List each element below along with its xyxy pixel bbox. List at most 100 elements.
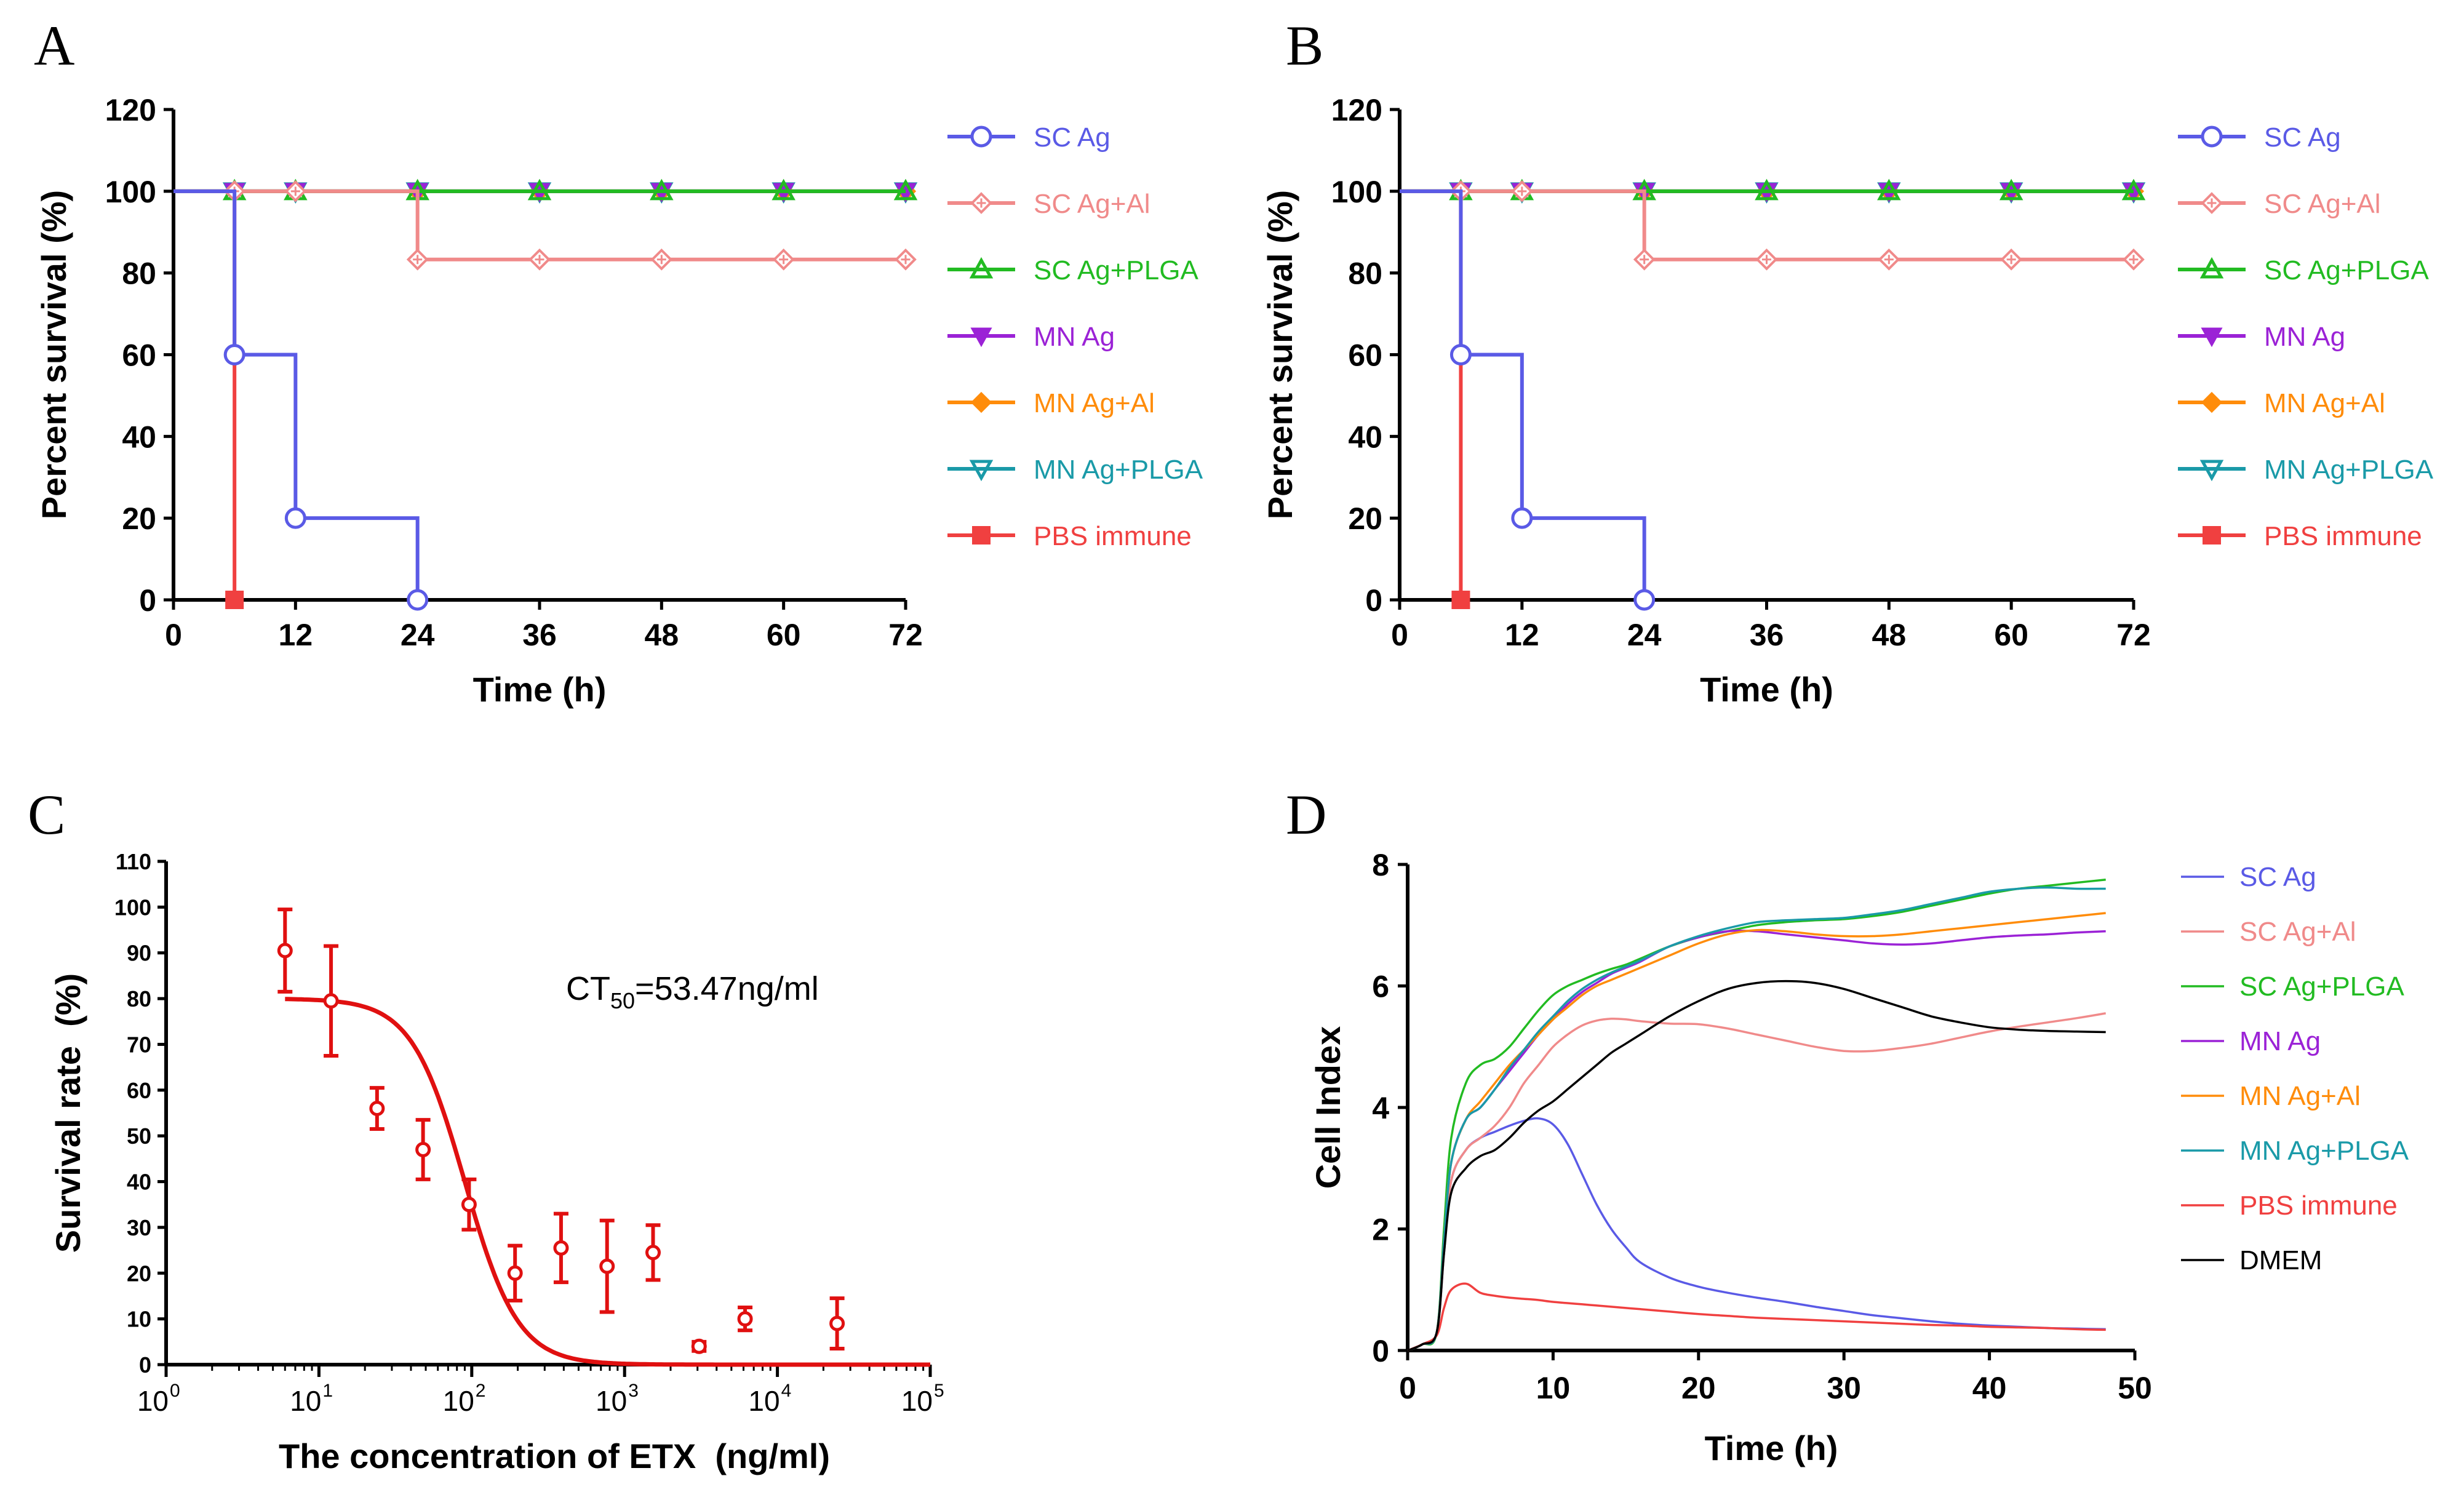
- data-point: [691, 1338, 707, 1354]
- x-tick-label: 30: [1827, 1371, 1861, 1405]
- legend-item: SC Ag: [2181, 862, 2316, 892]
- x-tick-label: 10: [1536, 1371, 1571, 1405]
- y-tick-label: 50: [127, 1123, 151, 1149]
- legend-item: SC Ag+PLGA: [2181, 971, 2404, 1002]
- fit-curve: [285, 997, 930, 1367]
- data-marker-cross: [2129, 255, 2139, 265]
- y-tick-label: 6: [1372, 970, 1389, 1004]
- y-tick-label: 110: [116, 849, 151, 874]
- point-marker: [323, 993, 339, 1009]
- ct50-annotation: CT50=53.47ng/ml: [566, 970, 819, 1013]
- y-tick-label: 2: [1372, 1213, 1389, 1247]
- survival-line: [1400, 189, 1463, 600]
- y-tick-label: 0: [1365, 583, 1382, 618]
- y-axis-title: Cell Index: [1309, 1026, 1347, 1189]
- data-point: [507, 1243, 523, 1303]
- y-tick-label: 40: [1348, 420, 1382, 454]
- legend-item: SC Ag: [2178, 122, 2341, 153]
- data-marker: [1449, 344, 1472, 365]
- panel-a-letter: A: [34, 14, 74, 77]
- survival-line: [1400, 189, 1646, 600]
- legend-label: MN Ag+Al: [1034, 388, 1155, 418]
- legend-label: MN Ag+Al: [2239, 1081, 2361, 1111]
- data-marker: [1877, 178, 1901, 201]
- x-tick-label: 24: [401, 618, 435, 652]
- legend-label: SC Ag+Al: [1034, 189, 1150, 219]
- point-marker: [599, 1258, 615, 1274]
- y-tick-label: 60: [127, 1078, 151, 1103]
- panel-a: A 0 12 24 36 48 60 72 0 20 40 60 80 100 120 Time (h) Pe…: [34, 14, 1203, 709]
- legend-marker: [2199, 460, 2224, 482]
- legend-item: MN Ag: [2181, 1026, 2321, 1056]
- legend-marker: [970, 391, 992, 413]
- data-point: [737, 1306, 753, 1333]
- legend-item: SC Ag+Al: [2181, 917, 2356, 947]
- legend-label: SC Ag+Al: [2239, 917, 2356, 947]
- x-tick-label: 0: [165, 618, 182, 652]
- data-marker: [893, 178, 918, 201]
- survival-line: [173, 189, 420, 600]
- point-marker: [415, 1141, 431, 1157]
- y-tick-label: 0: [139, 1352, 151, 1378]
- x-tick-label: 24: [1627, 618, 1662, 652]
- x-tick-label: 48: [645, 618, 679, 652]
- x-tick-label: 20: [1681, 1371, 1716, 1405]
- y-axis-title: Percent survival (%): [1261, 190, 1299, 519]
- data-marker: [772, 248, 795, 271]
- series-sc-ag-al: [173, 180, 917, 271]
- x-tick-label-exponent: 5: [934, 1381, 944, 1401]
- x-tick-label: 40: [1972, 1371, 2007, 1405]
- series-line-mn-ag: [1407, 929, 2106, 1352]
- y-tick-label: 30: [127, 1215, 151, 1240]
- x-tick-label: 48: [1872, 618, 1907, 652]
- data-point: [461, 1177, 477, 1232]
- data-point: [323, 944, 339, 1058]
- y-tick-label: 60: [1348, 338, 1382, 373]
- y-tick-label: 40: [127, 1170, 151, 1195]
- ct50-prefix: CT: [566, 970, 610, 1007]
- y-tick-label: 90: [127, 941, 151, 966]
- legend-item: SC Ag: [947, 122, 1110, 153]
- ct50-subscript: 50: [610, 988, 635, 1013]
- y-tick-label: 20: [1348, 501, 1382, 536]
- y-tick-label: 80: [1348, 257, 1382, 291]
- data-marker: [528, 248, 551, 271]
- x-tick-label-base: 10: [137, 1385, 169, 1417]
- legend-label: SC Ag: [2239, 862, 2316, 892]
- data-marker: [771, 178, 795, 201]
- y-tick-label: 0: [139, 583, 156, 618]
- data-marker: [223, 344, 245, 365]
- x-tick-label: 12: [1505, 618, 1539, 652]
- data-point: [369, 1086, 385, 1131]
- series-line-dmem: [1407, 979, 2106, 1352]
- legend-label: PBS immune: [2264, 521, 2422, 551]
- x-tick-label: 10 4: [748, 1381, 791, 1417]
- data-marker-cross: [1762, 255, 1771, 265]
- point-marker: [277, 943, 293, 959]
- series-line-mn-ag-plga: [1407, 886, 2106, 1352]
- data-marker: [1755, 248, 1778, 271]
- legend-marker: [969, 460, 994, 482]
- y-tick-label: 80: [127, 986, 151, 1011]
- data-point: [277, 908, 293, 994]
- data-marker: [650, 248, 673, 271]
- data-marker: [284, 507, 306, 529]
- point-marker: [737, 1311, 753, 1327]
- data-marker: [1511, 507, 1533, 529]
- legend-marker: [969, 257, 994, 279]
- y-tick-label: 100: [105, 175, 156, 209]
- legend-label: SC Ag+PLGA: [2239, 971, 2404, 1002]
- x-axis-title: Time (h): [1700, 670, 1833, 709]
- y-tick-label: 100: [1331, 175, 1382, 209]
- data-marker: [1451, 591, 1470, 609]
- legend-label: SC Ag: [1034, 122, 1110, 153]
- y-tick-label: 8: [1372, 848, 1389, 882]
- data-marker: [527, 178, 552, 201]
- legend-marker-cross: [976, 198, 986, 208]
- data-marker-cross: [1640, 255, 1649, 265]
- data-marker: [407, 589, 429, 611]
- legend-item: MN Ag+PLGA: [2178, 455, 2434, 485]
- data-point: [599, 1218, 615, 1314]
